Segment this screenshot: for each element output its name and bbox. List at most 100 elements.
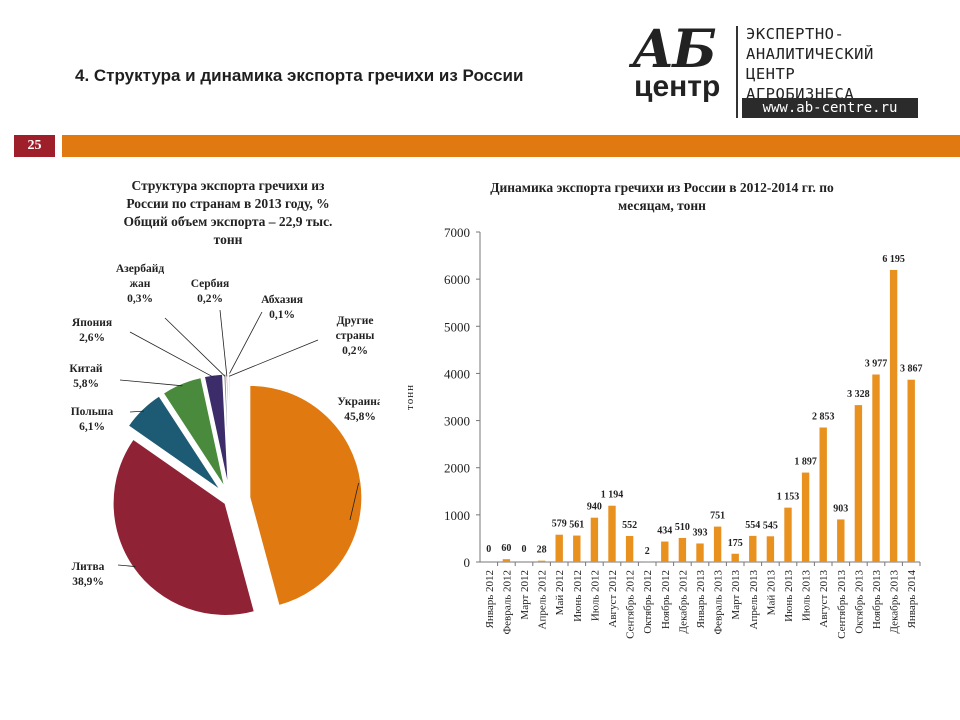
bar-data-label: 579	[552, 519, 567, 530]
bar-data-label: 3 867	[900, 364, 923, 375]
bar-data-label: 510	[675, 522, 690, 533]
bar-data-label: 545	[763, 520, 778, 531]
bar	[590, 517, 599, 562]
bar-title-line: месяцам, тонн	[618, 198, 706, 213]
bar	[713, 526, 722, 562]
bar	[696, 543, 704, 562]
bar	[537, 560, 546, 562]
pie-title-line: тонн	[214, 232, 243, 247]
pie-leader-line	[129, 410, 144, 413]
header-orange-bar	[62, 135, 960, 157]
x-tick-label: Июнь 2013	[783, 570, 795, 622]
bar-data-label: 552	[622, 520, 637, 531]
x-tick-label: Март 2013	[730, 570, 742, 620]
bar	[608, 505, 616, 562]
bar	[837, 519, 845, 562]
pie-slice-label: Азербайд	[116, 263, 165, 275]
pie-leader-line	[229, 339, 319, 377]
bar	[731, 553, 739, 562]
slide-title: 4. Структура и динамика экспорта гречихи…	[75, 66, 524, 85]
bar-data-label: 1 897	[794, 457, 817, 468]
pie-leader-line	[129, 331, 214, 378]
bar	[889, 269, 898, 562]
pie-slice-label: 0,1%	[269, 309, 295, 321]
bar-data-label: 554	[745, 520, 760, 531]
x-tick-label: Сентябрь 2012	[625, 570, 637, 639]
pie-title-line: России по странам в 2013 году, %	[126, 196, 329, 211]
ab-centre-logo: АБ центр ЭКСПЕРТНО- АНАЛИТИЧЕСКИЙ ЦЕНТР …	[632, 24, 922, 120]
x-tick-label: Февраль 2013	[713, 570, 725, 635]
bar-data-label: 751	[710, 511, 725, 522]
bar	[854, 405, 863, 562]
bar-data-label: 2 853	[812, 412, 835, 423]
bar	[625, 535, 634, 562]
pie-slice-label: Сербия	[191, 278, 230, 290]
y-tick-label: 6000	[444, 272, 470, 287]
bar-data-label: 6 195	[882, 254, 905, 265]
x-tick-label: Январь 2014	[906, 570, 918, 629]
x-tick-label: Сентябрь 2013	[836, 570, 848, 639]
page-number-badge: 25	[14, 135, 55, 157]
pie-slice-label: Украина	[337, 396, 380, 408]
bar	[872, 374, 880, 562]
pie-leader-line	[164, 317, 226, 377]
bar-data-label: 28	[537, 545, 547, 556]
pie-leader-line	[219, 309, 228, 377]
x-tick-label: Декабрь 2012	[677, 570, 689, 633]
bar-data-label: 175	[728, 538, 743, 549]
pie-title-line: Структура экспорта гречихи из	[132, 178, 325, 193]
bar-data-label: 940	[587, 502, 602, 513]
x-tick-label: Ноябрь 2012	[660, 570, 672, 629]
logo-line-2: АНАЛИТИЧЕСКИЙ	[746, 45, 874, 63]
y-tick-label: 4000	[444, 366, 470, 381]
x-tick-label: Апрель 2013	[748, 570, 760, 630]
logo-ab-mark: АБ	[632, 19, 717, 80]
pie-slice-label: Япония	[72, 317, 112, 329]
x-tick-label: Июль 2012	[589, 570, 601, 621]
pie-slice-label: 5,8%	[73, 378, 99, 390]
x-tick-label: Февраль 2012	[501, 570, 513, 635]
x-tick-label: Октябрь 2012	[642, 570, 654, 634]
pie-leader-line	[227, 311, 263, 377]
logo-text-block: ЭКСПЕРТНО- АНАЛИТИЧЕСКИЙ ЦЕНТР АГРОБИЗНЕ…	[746, 24, 874, 104]
y-tick-label: 5000	[444, 319, 470, 334]
bar-data-label: 1 153	[777, 492, 800, 503]
y-tick-label: 1000	[444, 508, 470, 523]
x-tick-label: Ноябрь 2013	[871, 570, 883, 630]
pie-slice-label: 0,2%	[342, 345, 368, 357]
bar-data-label: 393	[693, 527, 708, 538]
bar-data-label: 434	[657, 526, 672, 537]
bar-data-label: 1 194	[601, 490, 624, 501]
pie-slice-label: 0,2%	[197, 293, 223, 305]
bar	[573, 535, 581, 562]
bar	[784, 507, 792, 562]
y-tick-label: 7000	[444, 225, 470, 240]
x-tick-label: Июнь 2012	[572, 570, 584, 622]
pie-chart: Структура экспорта гречихи из России по с…	[69, 178, 380, 616]
pie-slice	[249, 384, 363, 607]
pie-slice-label: жан	[130, 278, 151, 290]
bar-data-label: 903	[833, 503, 848, 514]
pie-slice-label: 6,1%	[79, 421, 105, 433]
x-tick-label: Январь 2012	[484, 570, 496, 628]
bar	[502, 559, 511, 562]
bar	[819, 427, 827, 562]
bar-data-label: 0	[486, 544, 491, 555]
bar-data-label: 60	[501, 543, 511, 554]
pie-slice-label: 2,6%	[79, 332, 105, 344]
x-tick-label: Октябрь 2013	[853, 570, 865, 634]
bar	[766, 536, 775, 562]
bar-data-label: 2	[645, 546, 650, 557]
x-tick-label: Август 2012	[607, 570, 619, 628]
pie-leader-line	[349, 482, 360, 521]
logo-url: www.ab-centre.ru	[742, 98, 918, 118]
y-axis-label: тонн	[404, 384, 416, 410]
bar-data-label: 561	[569, 520, 584, 531]
pie-slice-label: Литва	[72, 561, 105, 573]
pie-slice	[227, 373, 231, 487]
bar	[801, 472, 810, 562]
bar-data-label: 3 977	[865, 359, 888, 370]
x-tick-label: Декабрь 2013	[889, 570, 901, 634]
pie-slice-label: 38,9%	[72, 576, 104, 588]
x-tick-label: Июль 2013	[801, 570, 813, 622]
